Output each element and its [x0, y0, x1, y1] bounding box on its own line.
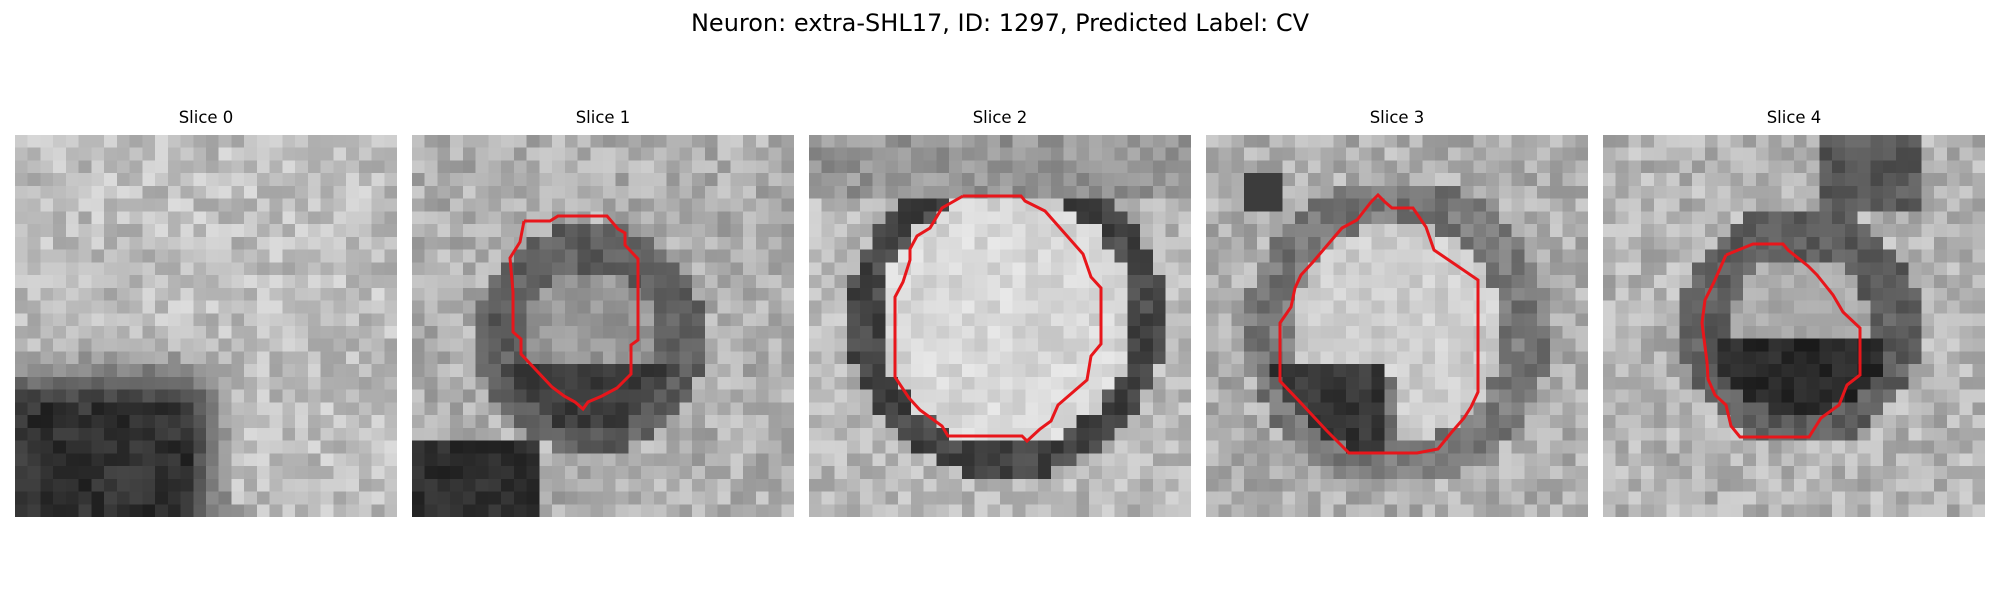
segmentation-contour — [508, 214, 640, 412]
slice-image — [15, 135, 397, 517]
segmentation-contour-overlay — [508, 214, 640, 412]
segmentation-contour — [1278, 192, 1480, 455]
segmentation-contour — [1700, 242, 1862, 439]
slice-image — [412, 135, 794, 517]
slice-title: Slice 4 — [1766, 108, 1822, 127]
microscopy-patch — [15, 135, 397, 517]
microscopy-patch — [809, 135, 1191, 517]
microscopy-patch — [1603, 135, 1985, 517]
slice-title: Slice 2 — [972, 108, 1028, 127]
slice-title: Slice 3 — [1369, 108, 1425, 127]
segmentation-contour — [893, 194, 1103, 444]
slice-image — [1603, 135, 1985, 517]
segmentation-contour-overlay — [893, 194, 1103, 444]
segmentation-contour-overlay — [1700, 242, 1862, 439]
slice-title: Slice 0 — [178, 108, 234, 127]
slice-title: Slice 1 — [575, 108, 631, 127]
segmentation-contour-overlay — [1278, 192, 1480, 455]
figure-title: Neuron: extra-SHL17, ID: 1297, Predicted… — [690, 9, 1310, 37]
slice-image — [809, 135, 1191, 517]
microscopy-patch — [412, 135, 794, 517]
slice-image — [1206, 135, 1588, 517]
